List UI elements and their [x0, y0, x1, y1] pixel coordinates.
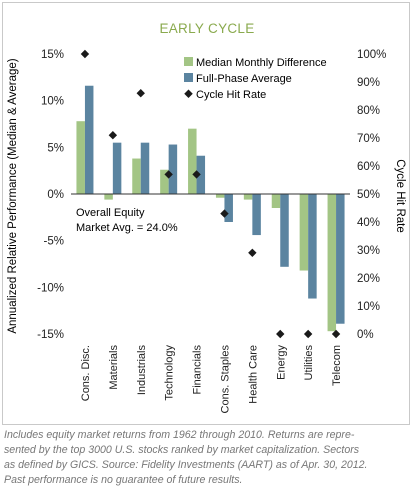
bar-median	[104, 194, 113, 200]
hit-rate-marker	[220, 209, 229, 218]
y2-tick-label: 100%	[357, 49, 386, 61]
y2-tick-label: 10%	[357, 301, 380, 313]
y-axis-label: Annualized Relative Performance (Median …	[7, 58, 19, 333]
hit-rate-marker	[136, 89, 145, 98]
hit-rate-marker	[331, 329, 341, 339]
bar-median	[188, 128, 197, 194]
x-tick-label: Utilities	[303, 345, 315, 381]
hit-rate-marker	[108, 131, 118, 140]
bar-median	[160, 169, 169, 194]
x-tick-label: Materials	[108, 345, 120, 390]
footnote-line-1: Includes equity market returns from 1962…	[4, 429, 355, 441]
y2-tick-label: 80%	[357, 105, 380, 117]
bar-average	[112, 142, 122, 194]
bar-average	[336, 194, 345, 324]
y2-tick-label: 90%	[357, 77, 380, 89]
y2-tick-label: 70%	[357, 133, 380, 145]
y2-axis-ticks: 100% 90% 80% 70% 60% 50% 40% 30% 20% 10% 0%	[357, 49, 386, 341]
y2-axis-label: Cycle Hit Rate	[394, 159, 406, 233]
legend-swatch-average	[184, 73, 193, 82]
x-tick-label: Technology	[164, 345, 176, 401]
bar-median	[327, 194, 337, 332]
y-tick-label: 5%	[47, 142, 64, 154]
y-tick-label: -15%	[37, 329, 64, 341]
legend-diamond-hit-rate	[184, 89, 193, 98]
x-tick-label: Financials	[192, 345, 204, 395]
bar-average	[224, 194, 233, 222]
y-tick-label: -5%	[44, 236, 64, 248]
x-tick-label: Health Care	[247, 345, 259, 404]
bar-median	[215, 194, 225, 198]
bar-average	[196, 155, 206, 194]
legend-label-average: Full-Phase Average	[196, 73, 292, 85]
legend: Median Monthly Difference Full-Phase Ave…	[184, 57, 327, 101]
bar-average	[168, 144, 178, 194]
y2-tick-label: 20%	[357, 273, 380, 285]
annotation-line-2: Market Avg. = 24.0%	[76, 222, 178, 234]
footnote-line-4: Past performance is no guarantee of futu…	[4, 474, 243, 486]
footnote-line-3: as defined by GICS. Source: Fidelity Inv…	[4, 459, 368, 471]
bar-median	[271, 194, 281, 208]
market-average-annotation: Overall Equity Market Avg. = 24.0%	[76, 207, 178, 234]
footnote: Includes equity market returns from 1962…	[4, 428, 410, 488]
chart: EARLY CYCLE Annualized Relative Performa…	[7, 21, 406, 414]
hit-rate-marker	[276, 329, 285, 339]
y2-tick-label: 60%	[357, 161, 380, 173]
x-tick-label: Industrials	[136, 345, 148, 396]
legend-swatch-median	[184, 57, 193, 66]
bar-average	[280, 194, 289, 267]
hit-rate-marker	[192, 170, 201, 179]
legend-label-median: Median Monthly Difference	[196, 57, 327, 69]
x-tick-label: Telecom	[331, 345, 343, 386]
hit-rate-marker	[164, 170, 173, 179]
y2-tick-label: 40%	[357, 217, 380, 229]
legend-label-hit-rate: Cycle Hit Rate	[196, 89, 266, 101]
y2-tick-label: 50%	[357, 189, 380, 201]
y-tick-label: -10%	[37, 282, 64, 294]
y-tick-label: 0%	[47, 189, 64, 201]
bar-average	[84, 85, 94, 194]
hit-rate-marker	[248, 248, 257, 257]
bar-median	[76, 121, 85, 194]
x-tick-label: Cons. Disc.	[80, 345, 92, 401]
y2-tick-label: 30%	[357, 245, 380, 257]
bar-average	[140, 142, 150, 194]
annotation-line-1: Overall Equity	[76, 207, 145, 219]
bars	[76, 85, 345, 332]
y-axis-ticks: 15% 10% 5% 0% -5% -10% -15%	[37, 49, 64, 341]
y-tick-label: 10%	[41, 96, 64, 108]
footnote-line-2: sented by the top 3000 U.S. stocks ranke…	[4, 444, 360, 456]
chart-title: EARLY CYCLE	[159, 21, 254, 36]
bar-average	[308, 194, 317, 299]
y2-tick-label: 0%	[357, 329, 374, 341]
x-tick-label: Cons. Staples	[219, 345, 231, 414]
bar-average	[252, 194, 261, 236]
hit-rate-marker	[303, 329, 313, 339]
y-tick-label: 15%	[41, 49, 64, 61]
x-axis-labels: Cons. Disc. Materials Industrials Technolog…	[80, 345, 343, 414]
bar-median	[243, 194, 253, 200]
hit-rate-markers	[80, 49, 341, 339]
bar-median	[299, 194, 309, 271]
x-tick-label: Energy	[275, 345, 287, 380]
hit-rate-marker	[80, 49, 90, 59]
bar-median	[132, 158, 141, 194]
